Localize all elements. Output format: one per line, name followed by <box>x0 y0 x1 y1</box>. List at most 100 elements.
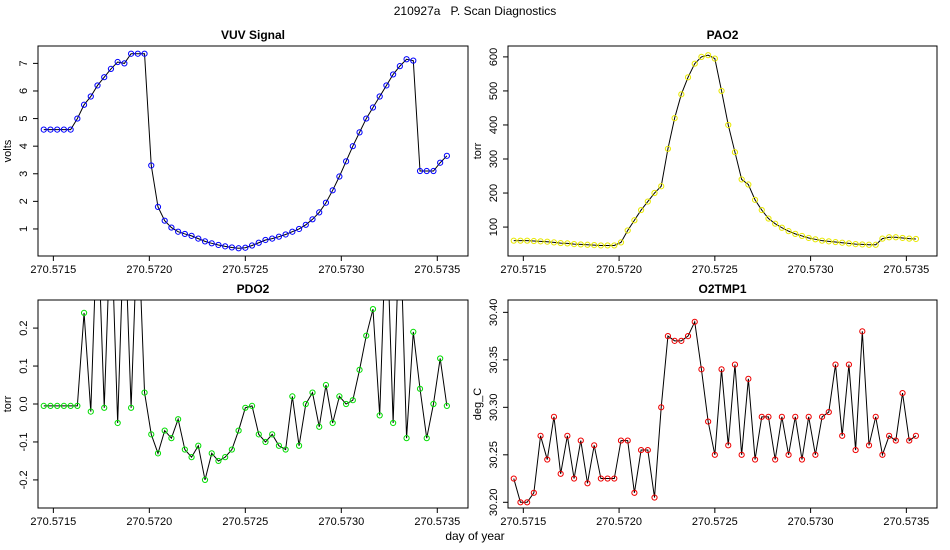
data-point <box>60 402 68 409</box>
data-point <box>684 74 692 81</box>
data-point <box>624 437 631 444</box>
data-point <box>638 446 645 454</box>
data-point <box>74 402 81 409</box>
data-point <box>235 427 242 434</box>
y-tick-label: 30.30 <box>488 394 500 422</box>
data-point <box>758 206 765 214</box>
y-tick-label: 30.20 <box>488 489 500 517</box>
y-tick-label: 3 <box>18 171 30 177</box>
y-tick-label: 5 <box>18 116 30 122</box>
y-tick-label: -0.2 <box>18 470 30 489</box>
data-point <box>336 393 343 400</box>
data-point <box>122 212 127 217</box>
data-point <box>262 438 269 446</box>
data-point <box>356 129 363 136</box>
data-point <box>584 480 591 487</box>
data-point <box>617 437 625 444</box>
data-point <box>101 404 108 411</box>
data-line <box>43 53 448 249</box>
data-point <box>228 446 235 453</box>
data-point <box>751 456 759 463</box>
data-point <box>530 237 537 245</box>
data-point <box>886 234 893 241</box>
data-point <box>812 451 819 458</box>
y-tick-label: 30.25 <box>488 441 500 469</box>
data-line <box>43 300 448 481</box>
data-point <box>235 245 242 252</box>
x-tick-label: 270.5720 <box>126 264 172 276</box>
data-point <box>564 240 571 247</box>
data-point <box>570 475 578 482</box>
data-point <box>384 212 389 217</box>
data-point <box>638 206 645 214</box>
data-point <box>872 241 879 248</box>
data-point <box>255 431 262 438</box>
data-point <box>134 50 141 57</box>
plot-frame <box>507 299 938 509</box>
data-point <box>886 432 893 439</box>
plot-frame <box>507 45 938 257</box>
data-point <box>128 50 135 57</box>
data-point <box>537 432 544 439</box>
x-tick-label: 270.5720 <box>596 516 642 528</box>
y-tick-label: 30.35 <box>488 346 500 374</box>
data-point <box>410 328 417 335</box>
data-point <box>329 187 336 194</box>
data-point <box>54 402 61 409</box>
data-point <box>557 470 564 477</box>
plot-frame <box>37 299 469 509</box>
data-point <box>269 431 276 438</box>
data-point <box>107 65 115 73</box>
data-point <box>403 435 410 442</box>
y-axis-label: deg_C <box>472 388 484 420</box>
data-point <box>135 212 140 217</box>
data-point <box>892 234 899 241</box>
data-point <box>40 126 47 133</box>
data-point <box>591 442 598 449</box>
data-point <box>845 361 853 368</box>
y-tick-label: 0.1 <box>18 358 30 373</box>
data-point <box>248 242 256 249</box>
data-point <box>228 244 235 251</box>
data-point <box>852 446 859 454</box>
data-point <box>363 332 370 339</box>
plot-area <box>40 212 450 484</box>
y-tick-label: 0.0 <box>18 396 30 411</box>
y-axis-label: torr <box>2 395 14 412</box>
data-point <box>725 121 732 129</box>
data-point <box>74 115 81 122</box>
data-point <box>785 228 792 235</box>
data-point <box>430 167 437 175</box>
data-point <box>369 306 377 313</box>
data-point <box>524 237 531 244</box>
data-point <box>597 242 604 249</box>
y-tick-label: 400 <box>488 116 500 134</box>
data-point <box>430 400 437 408</box>
data-point <box>664 145 672 152</box>
data-point <box>550 239 558 246</box>
y-axis-label: volts <box>2 139 14 162</box>
x-tick-label: 270.5730 <box>318 264 364 276</box>
data-point <box>731 361 739 368</box>
data-point <box>282 231 289 238</box>
data-point <box>631 217 638 224</box>
data-point <box>161 217 168 224</box>
data-point <box>658 183 665 190</box>
data-point <box>54 126 61 133</box>
data-point <box>275 442 283 449</box>
data-point <box>114 419 121 427</box>
data-point <box>168 435 175 442</box>
data-point <box>349 143 356 150</box>
data-point <box>376 412 383 419</box>
y-tick-label: 200 <box>488 184 500 202</box>
data-point <box>161 427 168 434</box>
data-point <box>684 332 692 340</box>
data-point <box>148 431 155 438</box>
data-point <box>705 52 712 59</box>
data-point <box>839 239 846 246</box>
data-point <box>369 104 377 111</box>
data-point <box>731 149 739 156</box>
data-point <box>269 235 276 242</box>
x-axis-label: day of year <box>445 529 504 543</box>
data-point <box>798 232 806 240</box>
